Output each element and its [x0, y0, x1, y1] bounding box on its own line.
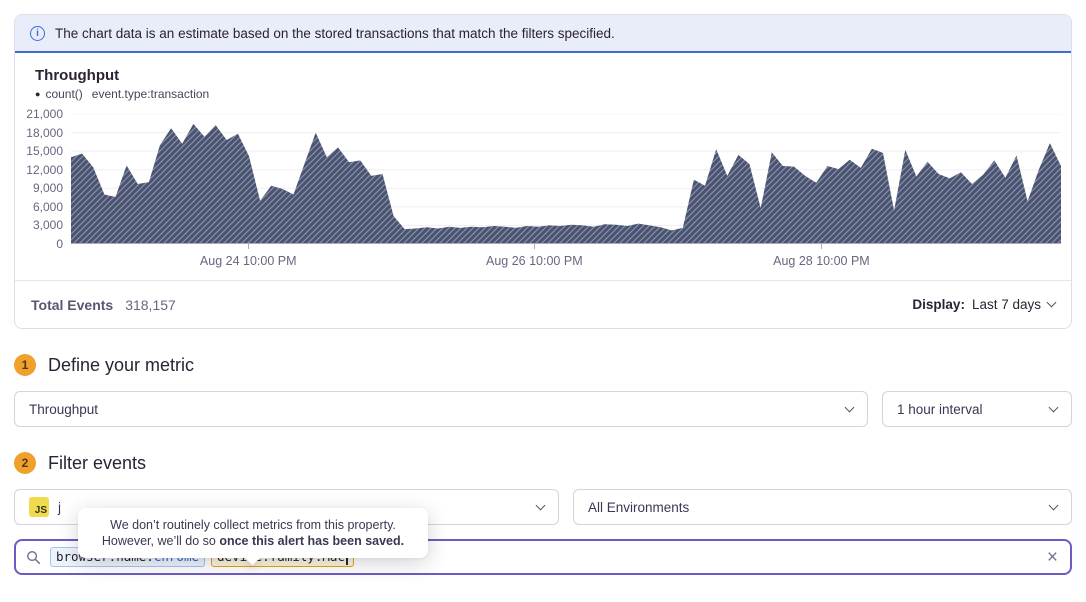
environment-select[interactable]: All Environments [573, 489, 1072, 525]
chevron-down-icon [1048, 402, 1059, 412]
metric-row: Throughput 1 hour interval [14, 391, 1072, 427]
step2-header: 2 Filter events [14, 452, 1072, 474]
display-range-dropdown[interactable]: Display: Last 7 days [912, 297, 1057, 312]
total-events-value: 318,157 [125, 296, 176, 313]
clear-search-icon[interactable]: × [1046, 546, 1058, 568]
x-axis-tick [534, 244, 536, 249]
chart-card: i The chart data is an estimate based on… [14, 14, 1072, 329]
tooltip-line2: However, we’ll do so once this alert has… [101, 534, 405, 548]
chart-body: Throughput ● count() event.type:transact… [15, 53, 1071, 280]
tooltip-line1: We don’t routinely collect metrics from … [110, 518, 396, 532]
y-axis-tick-label: 12,000 [26, 162, 63, 177]
x-axis-tick-label: Aug 26 10:00 PM [486, 254, 583, 268]
info-icon: i [30, 25, 45, 41]
estimate-info-banner: i The chart data is an estimate based on… [15, 15, 1071, 53]
chevron-down-icon [1048, 500, 1059, 510]
x-axis: Aug 24 10:00 PM Aug 26 10:00 PM Aug 28 10:… [71, 244, 1061, 276]
x-axis-tick-label: Aug 28 10:00 PM [773, 254, 870, 268]
legend-filter-label: event.type:transaction [91, 87, 210, 101]
y-axis-tick-label: 6,000 [32, 199, 63, 214]
legend-dot-icon: ● [35, 88, 41, 99]
total-events-label: Total Events [31, 296, 114, 313]
chart-title: Throughput [35, 67, 120, 84]
y-axis-tick-label: 9,000 [32, 181, 63, 196]
throughput-chart-svg [71, 114, 1061, 244]
metrics-tooltip: We don’t routinely collect metrics from … [78, 508, 428, 566]
y-axis-tick-label: 21,000 [26, 107, 63, 121]
x-axis-tick [821, 244, 823, 249]
display-label: Display: [912, 297, 965, 312]
banner-text: The chart data is an estimate based on t… [55, 25, 615, 41]
y-axis-tick-label: 15,000 [26, 144, 63, 159]
interval-select-value: 1 hour interval [897, 401, 983, 417]
chart-legend: ● count() event.type:transaction [35, 87, 1059, 101]
javascript-platform-icon: JS [29, 497, 49, 517]
environment-select-value: All Environments [588, 499, 690, 515]
project-select-value: j [58, 499, 61, 515]
search-icon [27, 550, 41, 564]
step1-badge: 1 [14, 354, 36, 376]
y-axis-tick-label: 0 [56, 237, 63, 251]
display-value: Last 7 days [971, 297, 1041, 312]
chevron-down-icon [844, 402, 855, 412]
chart-footer: Total Events 318,157 Display: Last 7 day… [15, 280, 1071, 328]
y-axis-tick-label: 3,000 [32, 218, 63, 233]
y-axis-tick-label: 18,000 [26, 125, 63, 140]
x-axis-tick [248, 244, 250, 249]
throughput-chart: 21,000 18,000 15,000 12,000 9,000 6,000 3,000 0 [26, 107, 1061, 251]
step1-title: Define your metric [48, 354, 195, 375]
total-events: Total Events 318,157 [31, 297, 176, 313]
chevron-down-icon [535, 500, 546, 510]
step2-title: Filter events [48, 452, 147, 473]
x-axis-tick-label: Aug 24 10:00 PM [199, 254, 297, 268]
metric-select[interactable]: Throughput [14, 391, 868, 427]
metric-select-value: Throughput [29, 401, 99, 417]
chevron-down-icon [1046, 297, 1057, 308]
step2-badge: 2 [14, 452, 36, 474]
legend-series-label: count() [45, 87, 83, 101]
interval-select[interactable]: 1 hour interval [882, 391, 1072, 427]
step1-header: 1 Define your metric [14, 354, 1072, 376]
